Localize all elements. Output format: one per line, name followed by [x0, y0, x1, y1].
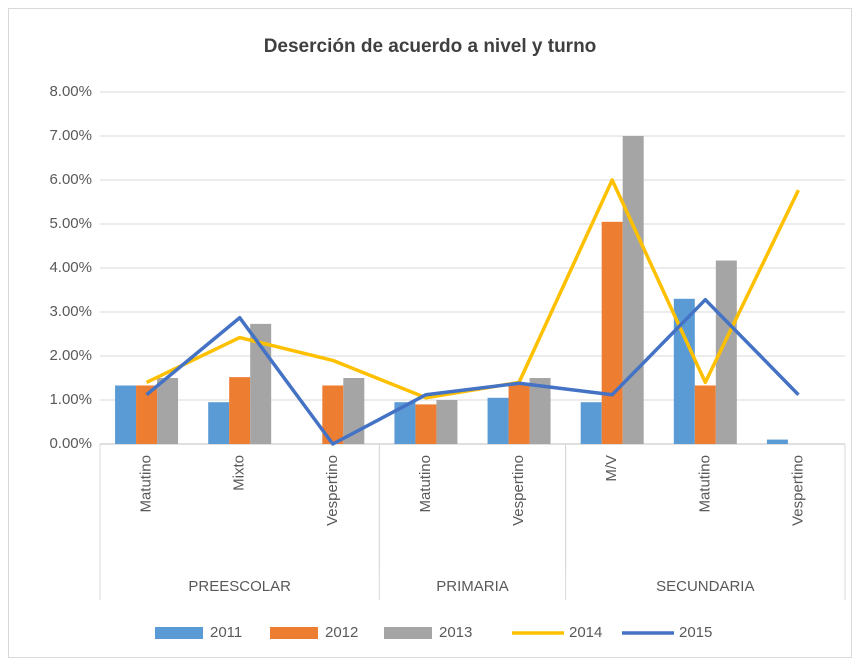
bar: [229, 377, 251, 444]
legend-swatch: [384, 627, 432, 639]
y-tick-label: 4.00%: [49, 259, 92, 276]
y-tick-label: 6.00%: [49, 171, 92, 188]
legend-swatch: [270, 627, 318, 639]
y-tick-label: 5.00%: [49, 215, 92, 232]
bar: [436, 400, 458, 444]
bar: [622, 136, 644, 444]
bar: [115, 385, 137, 444]
bar: [208, 402, 230, 444]
bar: [529, 378, 551, 444]
legend-label: 2015: [679, 624, 712, 641]
bar: [508, 384, 530, 444]
x-tick-label: M/V: [603, 455, 620, 482]
group-label: PRIMARIA: [436, 578, 509, 595]
bar: [322, 385, 344, 444]
legend-label: 2014: [569, 624, 602, 641]
x-tick-label: Matutino: [417, 455, 434, 513]
bar: [715, 260, 737, 444]
bar: [394, 402, 416, 444]
bar: [157, 378, 179, 444]
y-tick-label: 1.00%: [49, 391, 92, 408]
y-tick-label: 8.00%: [49, 83, 92, 100]
bar: [766, 439, 788, 444]
bar: [694, 385, 716, 444]
group-label: SECUNDARIA: [656, 578, 754, 595]
bar: [673, 298, 695, 444]
legend-label: 2013: [439, 624, 472, 641]
x-tick-label: Matutino: [138, 455, 155, 513]
y-tick-label: 7.00%: [49, 127, 92, 144]
bar: [580, 402, 602, 444]
bar: [136, 385, 158, 444]
x-tick-label: Vespertino: [324, 455, 341, 526]
x-tick-label: Mixto: [231, 455, 248, 491]
y-tick-label: 2.00%: [49, 347, 92, 364]
bar: [343, 378, 365, 444]
chart-title: Deserción de acuerdo a nivel y turno: [264, 36, 597, 57]
group-label: PREESCOLAR: [188, 578, 291, 595]
x-tick-label: Vespertino: [510, 455, 527, 526]
x-tick-label: Matutino: [696, 455, 713, 513]
legend-label: 2012: [325, 624, 358, 641]
x-tick-label: Vespertino: [789, 455, 806, 526]
bar: [601, 221, 623, 444]
chart-frame: [8, 8, 852, 658]
y-tick-label: 3.00%: [49, 303, 92, 320]
legend-label: 2011: [210, 624, 242, 641]
line: [145, 297, 800, 446]
bar: [487, 397, 509, 444]
bar: [415, 404, 437, 444]
legend-swatch: [155, 627, 203, 639]
y-tick-label: 0.00%: [49, 435, 92, 452]
